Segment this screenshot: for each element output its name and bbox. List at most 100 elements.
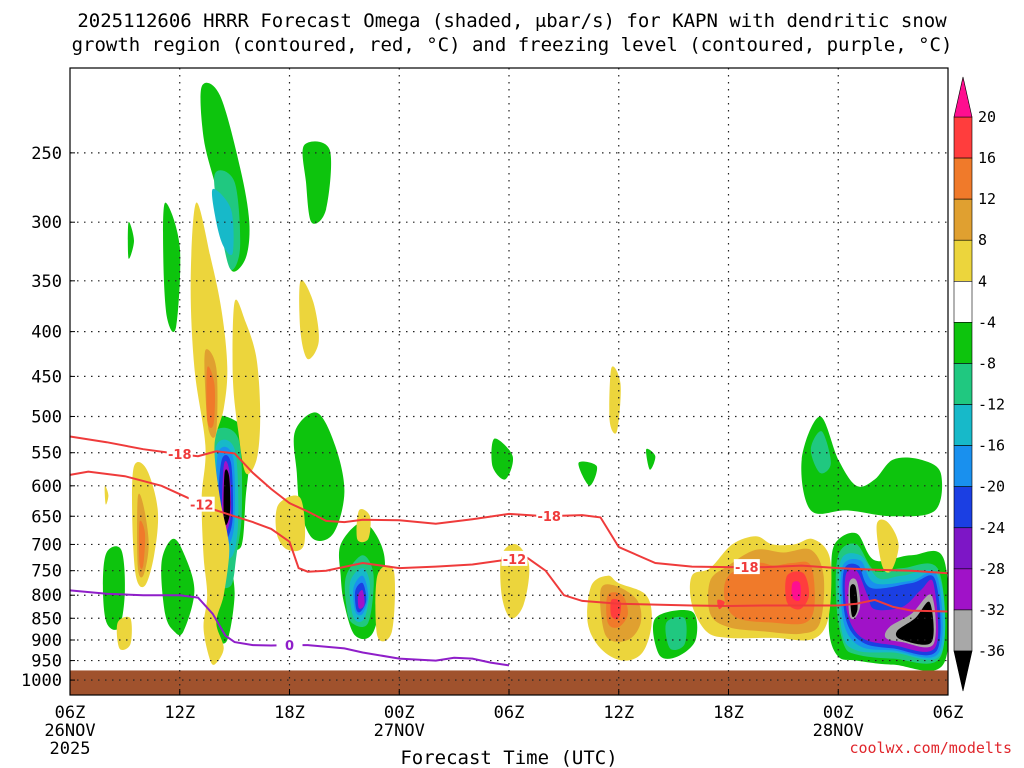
- colorbar-label-0: 20: [978, 108, 996, 126]
- freezing-level-label-0: 0: [285, 639, 294, 654]
- dendritic-contour-0-label-bg-0: [166, 446, 193, 462]
- x-tick-label-0: 06Z: [55, 703, 86, 723]
- omega-area--8-4: [665, 616, 687, 651]
- y-tick-label-800: 800: [31, 586, 62, 606]
- title-line-1: 2025112606 HRRR Forecast Omega (shaded, …: [77, 10, 947, 32]
- dendritic-contour-1-label-bg-1: [501, 550, 528, 566]
- colorbar-label-2: 12: [978, 190, 996, 208]
- omega-area--4-10: [293, 412, 345, 541]
- x-tick-label-1: 12Z: [164, 703, 195, 723]
- colorbar-top-arrow: [953, 76, 973, 118]
- x-tick-label-4: 06Z: [494, 703, 525, 723]
- y-tick-label-550: 550: [31, 444, 62, 464]
- y-tick-label-1000: 1000: [21, 671, 62, 691]
- omega-area-4-13: [609, 366, 621, 434]
- dendritic-contour-0-label-0: -18: [168, 448, 192, 463]
- y-tick-label-350: 350: [31, 272, 62, 292]
- contour-layer: -18 -18 -18 -12 -12 0: [69, 435, 949, 667]
- colorbar-label-10: -24: [978, 519, 1005, 537]
- colorbar-segment-4: [953, 281, 973, 323]
- omega-area--4-7: [801, 416, 943, 517]
- omega-area-12-0: [206, 366, 216, 428]
- omega-shading-layer: [102, 82, 948, 671]
- x-tick-label-8: 06Z: [933, 703, 964, 723]
- colorbar-label-13: -36: [978, 642, 1005, 660]
- colorbar-label-8: -16: [978, 437, 1005, 455]
- omega-area--4-2: [127, 221, 134, 259]
- colorbar-segment-9: [953, 486, 973, 529]
- omega-area--4-6: [646, 448, 656, 470]
- colorbar-label-1: 16: [978, 149, 996, 167]
- omega-area--36-0: [223, 469, 231, 526]
- y-tick-label-600: 600: [31, 477, 62, 497]
- omega-area-4-6: [356, 509, 371, 543]
- omega-area--28-2: [357, 590, 365, 609]
- omega-area-4-2: [299, 279, 319, 360]
- colorbar-bottom-arrow: [953, 650, 973, 692]
- dendritic-contour-1-label-1: -12: [503, 553, 527, 568]
- omega-area-12-1: [138, 520, 146, 569]
- dendritic-contour-1-label-0: -12: [190, 499, 214, 514]
- omega-area-4-12: [876, 519, 899, 573]
- omega-area--4-1: [302, 141, 332, 224]
- colorbar-segment-7: [953, 404, 973, 446]
- colorbar-segment-12: [953, 609, 973, 652]
- y-tick-label-300: 300: [31, 213, 62, 233]
- plot-area: -18 -18 -18 -12 -12 0: [69, 67, 949, 696]
- omega-area-4-1: [232, 299, 261, 475]
- x-tick-label-3: 00Z: [384, 703, 415, 723]
- dendritic-contour-1-label-bg-0: [188, 496, 215, 512]
- x-tick-label-5: 12Z: [603, 703, 634, 723]
- dendritic-contour-0-label-bg-2: [733, 559, 760, 575]
- title-line-2: growth region (contoured, red, °C) and f…: [72, 34, 953, 56]
- y-tick-label-400: 400: [31, 323, 62, 343]
- x-tick-label-2: 18Z: [274, 703, 305, 723]
- colorbar-segment-0: [953, 116, 973, 159]
- y-tick-label-700: 700: [31, 535, 62, 555]
- dendritic-contour-0-label-2: -18: [735, 561, 759, 576]
- x-tick-date-7: 28NOV: [813, 721, 864, 741]
- colorbar-segment-3: [953, 239, 973, 282]
- credit-text: coolwx.com/modelts: [849, 739, 1012, 757]
- omega-area--8-5: [810, 431, 831, 474]
- omega-area-4-7: [375, 565, 395, 642]
- y-tick-label-250: 250: [31, 144, 62, 164]
- omega-area-4-4: [104, 485, 109, 505]
- x-tick-year-0: 2025: [50, 739, 91, 759]
- y-tick-label-450: 450: [31, 367, 62, 387]
- x-tick-date-3: 27NOV: [374, 721, 425, 741]
- dendritic-contour-0-label-bg-1: [536, 508, 563, 524]
- y-axis: 2503003504004505005506006507007508008509…: [21, 144, 75, 691]
- colorbar: 20 16 12 8 4 -4 -8 -12 -16 -20 -24 -28 -32 -36: [953, 76, 1005, 692]
- x-tick-label-6: 18Z: [713, 703, 744, 723]
- chart-title: 2025112606 HRRR Forecast Omega (shaded, …: [72, 10, 953, 56]
- colorbar-label-7: -12: [978, 396, 1005, 414]
- colorbar-label-4: 4: [978, 272, 987, 290]
- colorbar-segment-1: [953, 157, 973, 200]
- colorbar-label-6: -8: [978, 354, 996, 372]
- colorbar-segment-5: [953, 322, 973, 364]
- y-tick-label-500: 500: [31, 407, 62, 427]
- dendritic-contour-0-label-1: -18: [537, 510, 561, 525]
- freezing-level-label-bg-0: [276, 637, 303, 653]
- omega-area-16-0: [610, 598, 622, 620]
- omega-area--36-1: [849, 584, 858, 618]
- colorbar-label-3: 8: [978, 231, 987, 249]
- colorbar-label-5: -4: [978, 313, 996, 331]
- colorbar-segment-2: [953, 198, 973, 241]
- y-tick-label-900: 900: [31, 631, 62, 651]
- dendritic-contour-0-line: [69, 435, 949, 575]
- omega-area--4-3: [163, 202, 181, 333]
- x-axis-label: Forecast Time (UTC): [400, 747, 617, 768]
- colorbar-segment-6: [953, 363, 973, 405]
- colorbar-label-9: -20: [978, 478, 1005, 496]
- omega-area--4-9: [161, 538, 195, 636]
- colorbar-segment-11: [953, 568, 973, 611]
- dendritic-contour-1-line: [69, 470, 949, 613]
- colorbar-segment-10: [953, 527, 973, 570]
- y-tick-label-950: 950: [31, 652, 62, 672]
- colorbar-label-11: -28: [978, 560, 1005, 578]
- omega-area--4-4: [491, 438, 514, 480]
